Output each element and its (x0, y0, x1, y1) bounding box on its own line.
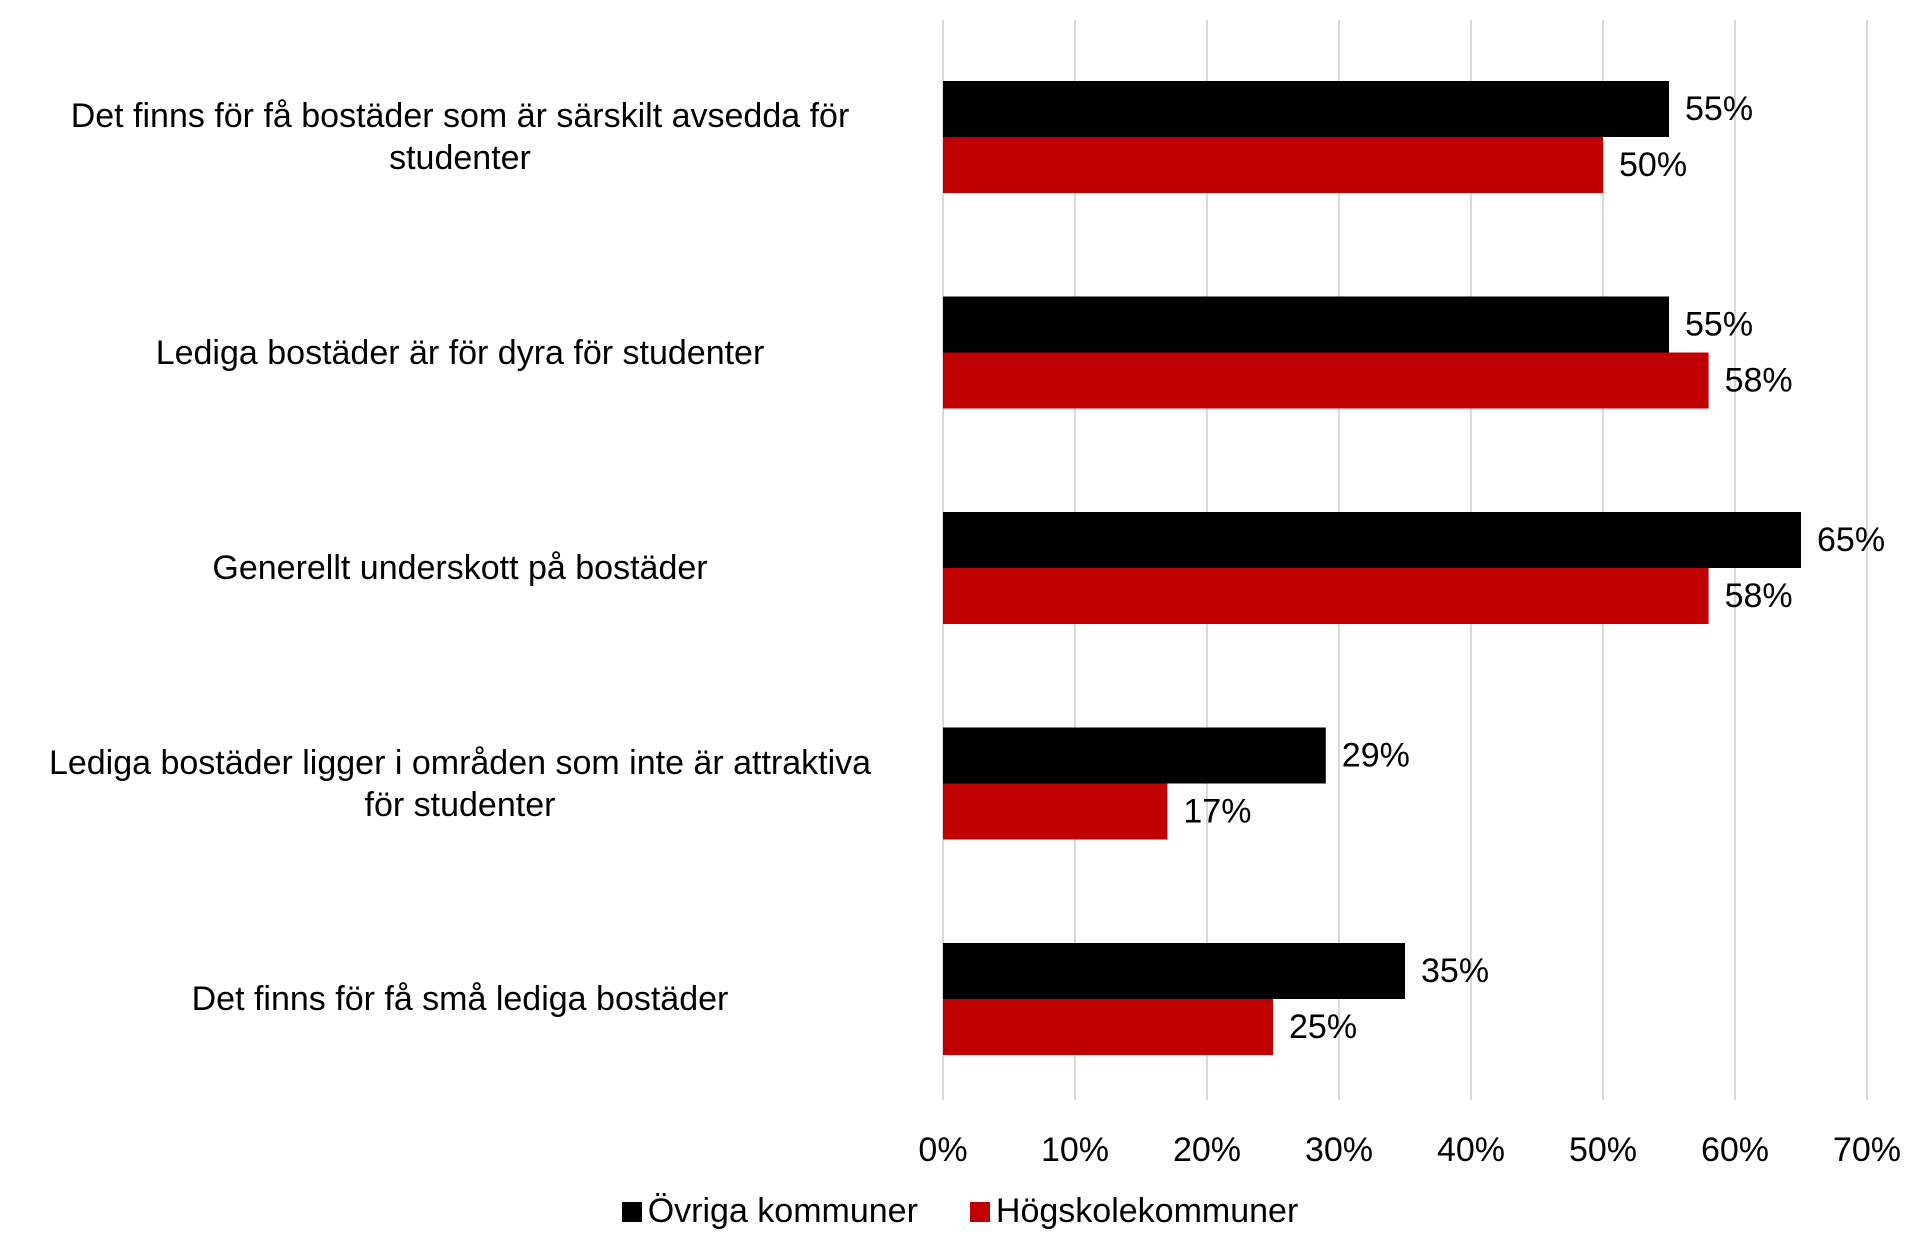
x-tick-label-0: 0% (918, 1131, 967, 1169)
x-tick-label-5: 50% (1569, 1131, 1637, 1169)
category-label-1: Lediga bostäder är för dyra för studente… (10, 332, 910, 374)
category-label-line: Lediga bostäder ligger i områden som int… (48, 743, 872, 782)
bar-hogskole-1 (943, 352, 1709, 409)
data-label-hogskole-1: 58% (1725, 362, 1793, 400)
bar-hogskole-4 (943, 999, 1273, 1055)
category-label-line: Det finns för få små lediga bostäder (191, 980, 729, 1018)
legend-item-hogskole: Högskolekommuner (969, 1192, 1299, 1231)
category-label-line: för studenter (364, 785, 556, 824)
bar-ovriga-4 (943, 943, 1405, 999)
bar-ovriga-0 (943, 81, 1669, 137)
bar-hogskole-3 (943, 783, 1168, 840)
legend-item-ovriga: Övriga kommuner (621, 1192, 918, 1231)
category-label-line: Lediga bostäder är för dyra för studente… (155, 333, 765, 372)
data-label-ovriga-1: 55% (1685, 306, 1753, 344)
data-label-hogskole-4: 25% (1289, 1008, 1357, 1046)
x-tick-label-7: 70% (1833, 1131, 1901, 1169)
data-label-ovriga-0: 55% (1685, 90, 1753, 128)
data-label-hogskole-0: 50% (1619, 146, 1687, 184)
data-label-ovriga-3: 29% (1342, 737, 1410, 775)
bar-hogskole-2 (943, 568, 1709, 624)
bar-hogskole-0 (943, 137, 1603, 193)
x-tick-label-6: 60% (1701, 1131, 1769, 1169)
legend-swatch-ovriga (621, 1201, 642, 1222)
x-tick-label-2: 20% (1173, 1131, 1241, 1169)
legend-label-ovriga: Övriga kommuner (647, 1192, 918, 1230)
data-label-hogskole-2: 58% (1725, 577, 1793, 615)
category-label-line: Det finns för få bostäder som är särskil… (70, 97, 850, 135)
data-label-ovriga-4: 35% (1421, 952, 1489, 990)
category-label-3: Lediga bostäder ligger i områden som int… (10, 742, 910, 826)
x-tick-label-4: 40% (1437, 1131, 1505, 1169)
bar-ovriga-3 (943, 727, 1326, 784)
legend-swatch-hogskole (969, 1201, 990, 1222)
category-label-4: Det finns för få små lediga bostäder (10, 978, 910, 1020)
category-label-0: Det finns för få bostäder som är särskil… (10, 95, 910, 179)
data-label-ovriga-2: 65% (1817, 521, 1885, 559)
legend: Övriga kommuner Högskolekommuner (0, 1192, 1920, 1231)
x-tick-label-3: 30% (1305, 1131, 1373, 1169)
data-label-hogskole-3: 17% (1183, 793, 1251, 831)
category-label-2: Generellt underskott på bostäder (10, 547, 910, 589)
category-label-line: studenter (389, 139, 531, 177)
x-tick-label-1: 10% (1041, 1131, 1109, 1169)
category-label-line: Generellt underskott på bostäder (212, 549, 708, 587)
bar-ovriga-1 (943, 296, 1669, 353)
bar-ovriga-2 (943, 512, 1801, 568)
legend-label-hogskole: Högskolekommuner (995, 1192, 1299, 1230)
